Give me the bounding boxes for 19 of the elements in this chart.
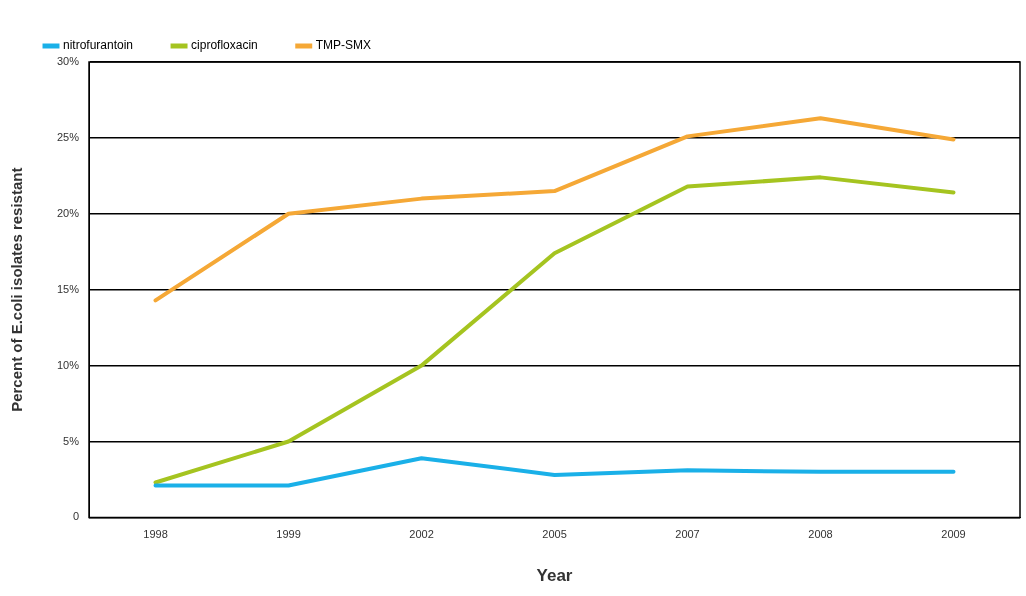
x-tick-label: 2002 [409,528,434,541]
x-tick-label: 2009 [941,528,966,541]
legend-label: nitrofurantoin [63,38,134,53]
y-tick-label: 0 [72,510,80,523]
y-tick-label: 25% [56,130,80,143]
y-tick-label: 10% [56,358,80,371]
x-tick-label: 2008 [808,528,833,541]
y-tick-label: 30% [56,55,80,68]
x-tick-label: 2005 [542,528,567,541]
legend-label: TMP-SMX [315,38,372,53]
x-tick-label: 1999 [276,528,301,541]
x-tick-label: 1998 [143,528,168,541]
legend-label: ciprofloxacin [191,38,258,53]
y-tick-label: 15% [56,282,80,295]
x-axis-title: Year [536,566,573,586]
x-tick-label: 2007 [675,528,700,541]
y-axis-title: Percent of E.coli isolates resistant [8,167,26,412]
y-tick-label: 20% [56,206,80,219]
y-tick-label: 5% [63,434,80,447]
